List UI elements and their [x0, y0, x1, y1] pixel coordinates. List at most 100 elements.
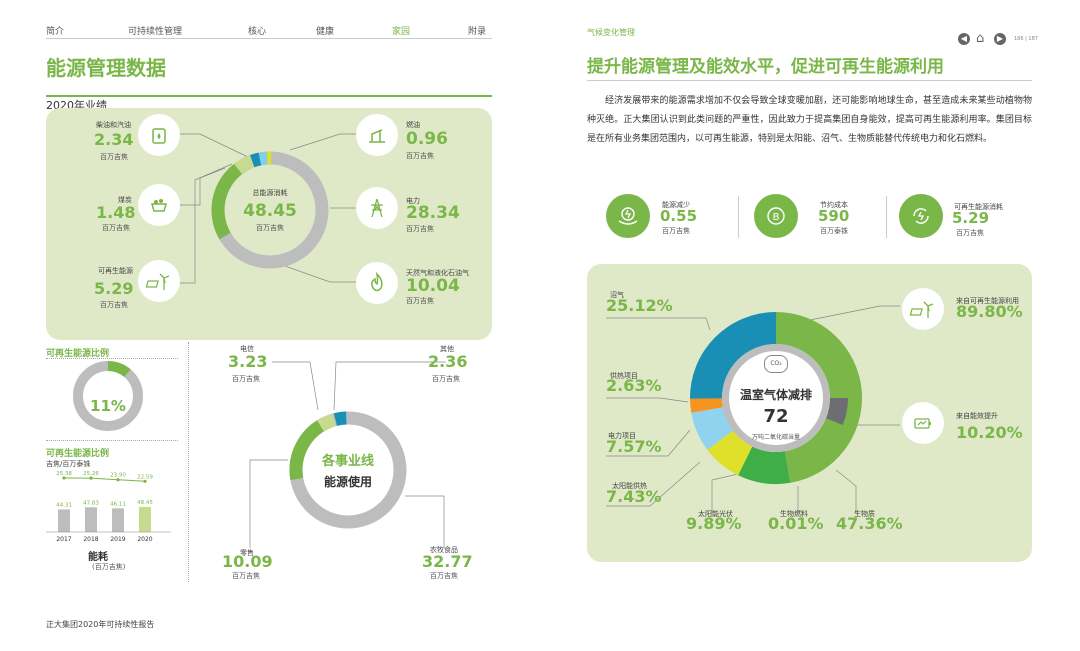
ghg-center-unit: 万吨二氧化碳当量 [751, 434, 800, 441]
divider [46, 358, 178, 359]
bar-value-label: 47.83 [83, 500, 99, 506]
energy-donut [211, 151, 329, 269]
renewable-ratio-title: 可再生能源比例 [46, 349, 110, 359]
renewable-ratio2-title: 可再生能源比例 [46, 449, 110, 459]
energy-item-value: 28.34 [406, 203, 460, 223]
kpi-unit: 百万吉焦 [956, 229, 984, 237]
bar-value-label: 44.31 [56, 502, 72, 508]
bar [85, 507, 97, 532]
kpi-value: 5.29 [952, 209, 990, 227]
line-value-label: 23.90 [110, 473, 126, 479]
intro-paragraph: 经济发展带来的能源需求增加不仅会导致全球变暖加剧，还可能影响地球生命，甚至造成未… [587, 96, 1032, 144]
title-rule [587, 80, 1032, 81]
ghg-item-value: 10.20% [956, 423, 1023, 442]
ghg-slice-solar-heat [707, 430, 753, 476]
ghg-item-label: 来自可再生能源利用 [956, 297, 1019, 305]
energy-item-label: 可再生能源 [98, 267, 133, 275]
year-tick-label: 2020 [137, 536, 152, 543]
business-item-value: 32.77 [422, 552, 473, 571]
nav-health[interactable]: 健康 [316, 27, 335, 37]
page-title: 能源管理数据 [46, 56, 166, 80]
energy-hand-icon [606, 194, 650, 238]
energy-item-unit: 百万吉焦 [406, 152, 434, 160]
nav-intro[interactable]: 简介 [46, 27, 65, 37]
ghg-item-value: 89.80% [956, 302, 1023, 321]
energy-item-value: 2.34 [94, 130, 134, 149]
business-item-label: 农牧食品 [430, 546, 458, 554]
business-item-label: 其他 [440, 345, 454, 353]
kpi-value: 590 [818, 207, 850, 225]
business-item-unit: 百万吉焦 [432, 375, 460, 383]
ghg-item-label: 太阳能供热 [612, 482, 647, 490]
chart-footer: 能耗 [88, 552, 108, 563]
oil-pump-icon [356, 114, 398, 156]
ghg-item-value: 2.63% [606, 376, 662, 395]
ghg-item-value: 47.36% [836, 514, 903, 533]
ghg-item-label: 生物质 [854, 510, 875, 518]
ghg-item-value: 9.89% [686, 514, 742, 533]
nav-divider [46, 38, 492, 39]
nav-home[interactable]: 家园 [392, 27, 411, 37]
ghg-slice-efficiency [826, 398, 848, 426]
renewable-ratio-value: 11% [90, 397, 126, 415]
flame-icon [356, 262, 398, 304]
energy-item-unit: 百万吉焦 [102, 224, 130, 232]
energy-item-value: 1.48 [96, 203, 136, 222]
chart-footer-unit: (百万吉焦) [92, 563, 126, 571]
business-item-unit: 百万吉焦 [430, 572, 458, 580]
energy-item-value: 10.04 [406, 276, 460, 296]
efficiency-battery-icon [902, 402, 944, 444]
nav-sustainability[interactable]: 可持续性管理 [128, 27, 183, 37]
bar-value-label: 46.11 [110, 501, 126, 507]
nav-core[interactable]: 核心 [248, 27, 267, 37]
energy-panel [46, 108, 492, 340]
line-point [89, 476, 93, 480]
renew-cycle-icon [899, 194, 943, 238]
kpi-unit: 百万吉焦 [662, 227, 690, 235]
ghg-slice-heat [690, 398, 723, 413]
business-item-value: 3.23 [228, 352, 268, 371]
business-donut [289, 411, 407, 529]
kpi-value: 0.55 [660, 207, 698, 225]
energy-combo-chart: 44.31 2017 25.38 47.83 2018 25.26 46.11 2019 23.… [46, 471, 171, 543]
energy-item-unit: 百万吉焦 [406, 225, 434, 233]
svg-text:B: B [773, 212, 780, 223]
ghg-item-value: 25.12% [606, 296, 673, 315]
fuel-can-icon [138, 114, 180, 156]
ghg-slice-power [691, 407, 733, 450]
home-icon[interactable]: ⌂ [976, 31, 985, 46]
kpi-divider [886, 196, 887, 238]
energy-item-unit: 百万吉焦 [100, 301, 128, 309]
bar [139, 506, 151, 532]
energy-item-unit: 百万吉焦 [100, 153, 128, 161]
prev-page-icon[interactable]: ◀ [958, 33, 970, 45]
kpi-divider [738, 196, 739, 238]
year-tick-label: 2018 [83, 536, 98, 543]
ghg-slice-biogas [690, 312, 777, 399]
line-value-label: 22.59 [137, 474, 153, 480]
coin-baht-icon: B [754, 194, 798, 238]
energy-item-unit: 百万吉焦 [406, 297, 434, 305]
line-value-label: 25.38 [56, 471, 72, 477]
nav-appendix[interactable]: 附录 [468, 27, 487, 37]
divider [46, 440, 178, 441]
line-series [63, 477, 146, 482]
year-tick-label: 2019 [110, 536, 125, 543]
ghg-donut [690, 312, 862, 484]
bar [112, 508, 124, 532]
power-tower-icon [356, 187, 398, 229]
energy-item-value: 5.29 [94, 279, 134, 298]
report-footer: 正大集团2020年可持续性报告 [46, 620, 155, 629]
ghg-item-value: 7.57% [606, 437, 662, 456]
bar-value-label: 48.45 [137, 500, 153, 506]
line-value-label: 25.26 [83, 471, 99, 477]
next-page-icon[interactable]: ▶ [994, 33, 1006, 45]
ghg-slice-biofuel [784, 451, 791, 483]
line-series-label: 吉焦/百万泰铢 [46, 460, 91, 468]
ghg-center-value: 72 [763, 406, 789, 427]
ghg-item-value: 0.01% [768, 514, 824, 533]
title-rule [46, 95, 492, 97]
ghg-item-label: 供热项目 [610, 372, 638, 380]
